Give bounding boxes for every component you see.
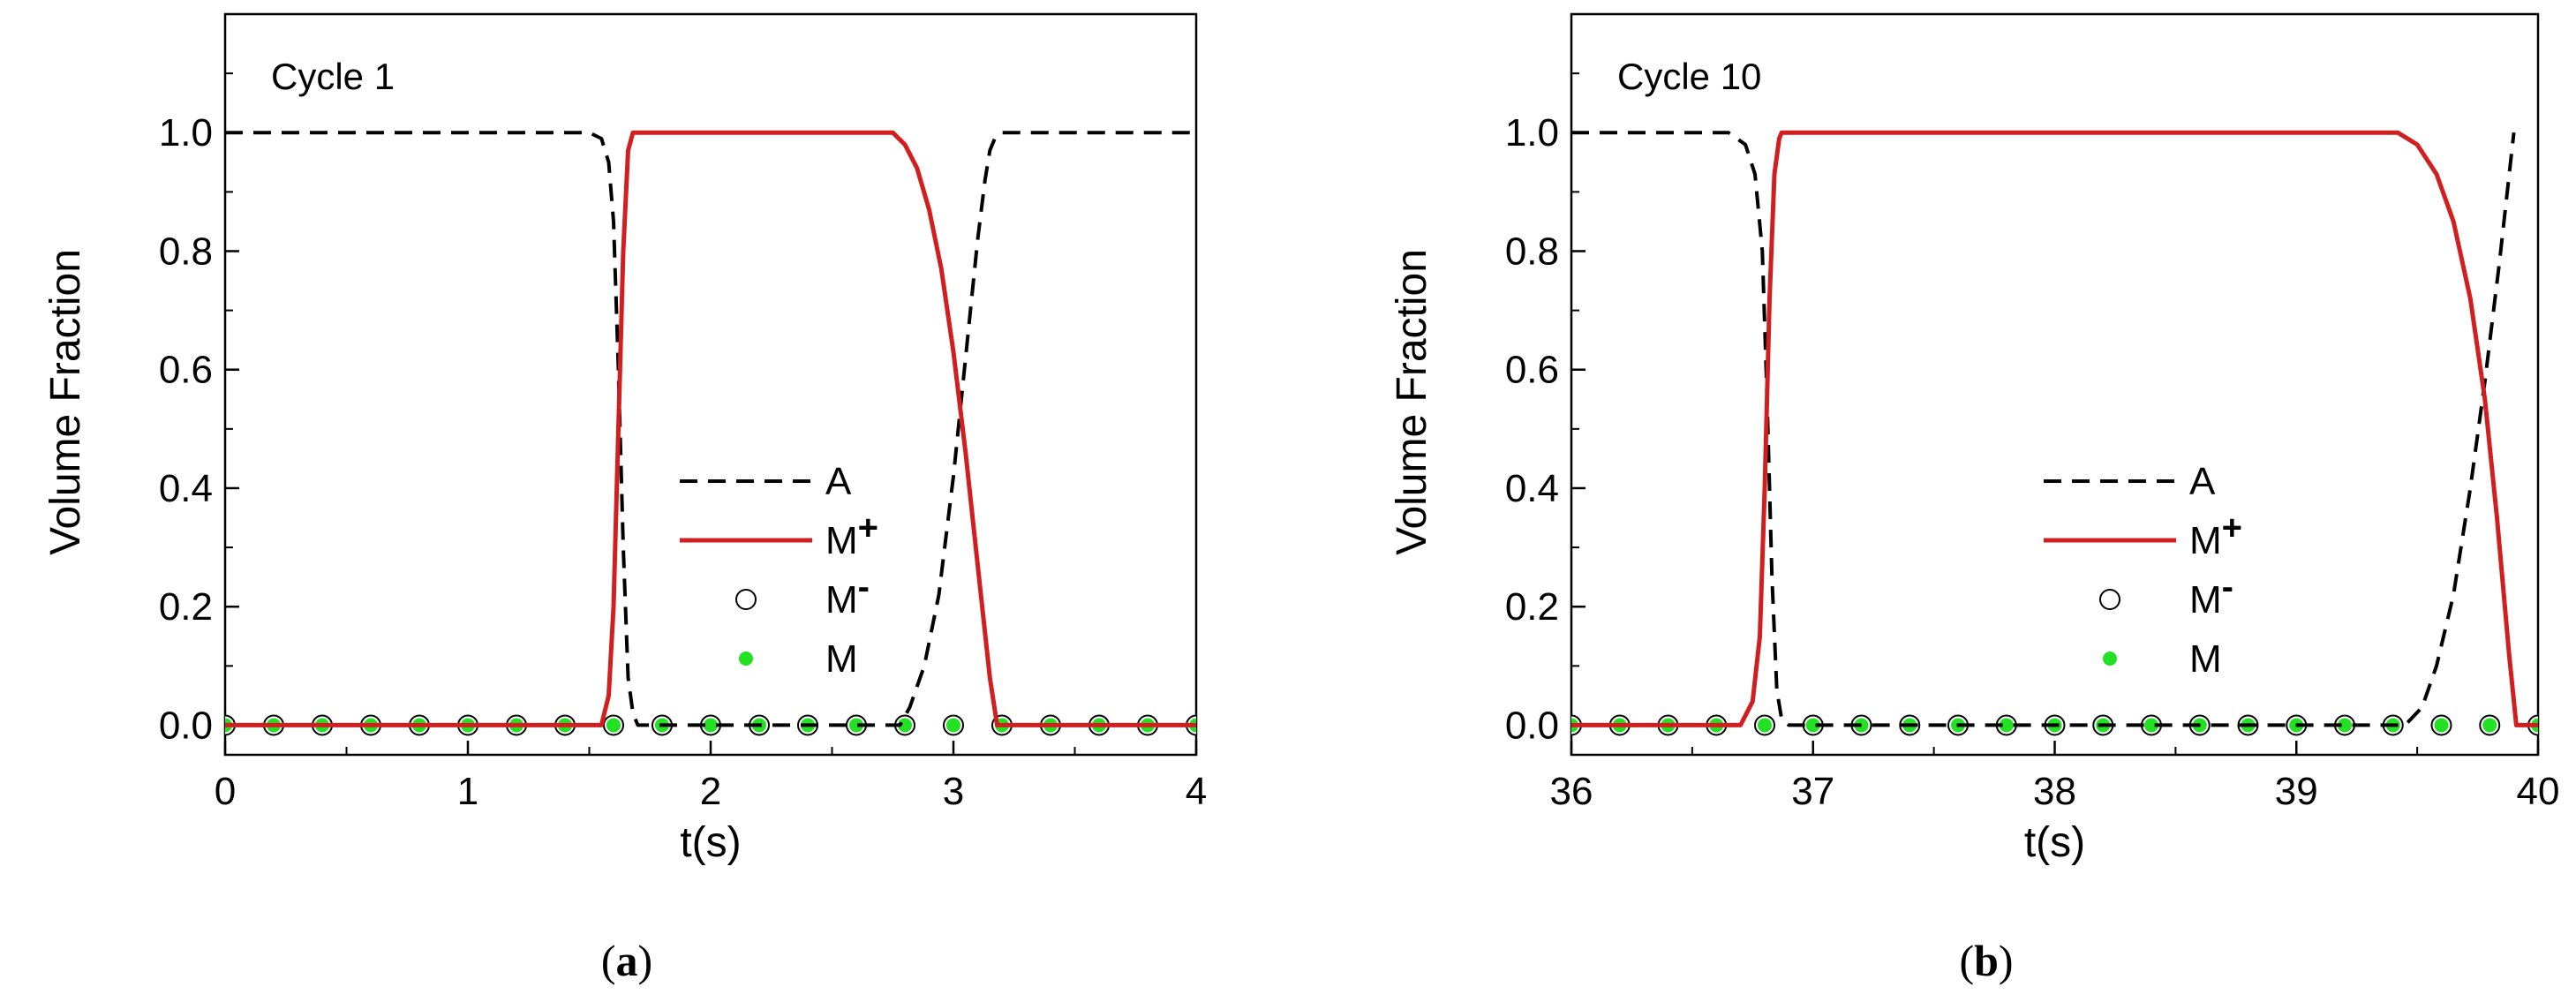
- legend-label: M-: [2189, 568, 2233, 622]
- data-point-m: [2144, 718, 2158, 733]
- x-tick-label: 36: [1550, 770, 1593, 813]
- data-point-m: [2434, 718, 2449, 733]
- x-axis-label: t(s): [2024, 819, 2085, 866]
- legend: A M+ M- M: [2044, 460, 2242, 681]
- plot-frame: [1570, 12, 2540, 757]
- data-point-m: [606, 718, 621, 733]
- x-tick-label: 37: [1791, 770, 1834, 813]
- legend-label: M: [825, 637, 858, 681]
- y-tick-label: 0.6: [159, 349, 213, 392]
- y-tick-label: 0.8: [159, 230, 213, 273]
- y-axis-label: Volume Fraction: [1389, 249, 1435, 555]
- legend-label: M+: [2189, 509, 2242, 562]
- y-tick-label: 0.8: [1505, 230, 1559, 273]
- y-tick-label: 1.0: [159, 111, 213, 154]
- x-tick-label: 38: [2033, 770, 2076, 813]
- series-line-m-plus: [1571, 130, 2538, 727]
- y-tick-label: 0.6: [1505, 349, 1559, 392]
- legend-label: A: [2189, 460, 2216, 503]
- data-point-m: [898, 718, 912, 733]
- y-tick-label: 0.2: [159, 585, 213, 629]
- legend-swatch-filled-circle: [739, 652, 753, 666]
- panel-label: (b): [1959, 936, 2013, 985]
- y-tick-label: 0.0: [159, 704, 213, 747]
- x-tick-label: 3: [943, 770, 964, 813]
- series-group: [1571, 130, 2538, 736]
- data-point-m: [849, 718, 863, 733]
- legend-label: M: [2189, 637, 2222, 681]
- data-point-m: [704, 718, 718, 733]
- legend-swatch-filled-circle: [2103, 652, 2117, 666]
- legend-label: M+: [825, 509, 878, 562]
- panel-label: (a): [601, 936, 652, 985]
- data-point-m: [1805, 718, 1820, 733]
- legend-label: A: [825, 460, 852, 503]
- x-tick-label: 2: [700, 770, 721, 813]
- legend-swatch-open-circle: [735, 589, 757, 610]
- y-tick-label: 0.0: [1505, 704, 1559, 747]
- data-point-m: [2482, 718, 2497, 733]
- data-point-m: [946, 718, 960, 733]
- chart-panel-b: 0.0 0.2 0.4 0.6 0.8 1.0 36 37 38 39 40 t(s) Volume F…: [1389, 12, 2560, 985]
- legend: A M+ M- M: [680, 460, 878, 681]
- data-point-m: [1758, 718, 1772, 733]
- y-tick-label: 1.0: [1505, 111, 1559, 154]
- x-tick-label: 0: [215, 770, 236, 813]
- y-axis-label: Volume Fraction: [42, 249, 89, 555]
- x-tick-label: 4: [1186, 770, 1207, 813]
- plot-frame: [223, 12, 1198, 757]
- legend-swatch-open-circle: [2099, 589, 2120, 610]
- data-point-m: [2338, 718, 2352, 733]
- cycle-annotation: Cycle 1: [271, 56, 395, 97]
- x-tick-label: 1: [457, 770, 478, 813]
- series-line-a: [225, 131, 1196, 727]
- x-axis-label: t(s): [680, 819, 741, 866]
- y-tick-label: 0.4: [1505, 467, 1559, 510]
- x-tick-label: 40: [2517, 770, 2560, 813]
- legend-label: M-: [825, 568, 870, 622]
- y-tick-label: 0.2: [1505, 585, 1559, 629]
- cycle-annotation: Cycle 10: [1617, 56, 1761, 97]
- series-group: [225, 130, 1196, 736]
- series-line-m-plus: [225, 130, 1196, 727]
- x-tick-label: 39: [2275, 770, 2318, 813]
- series-line-a: [1571, 131, 2516, 727]
- y-tick-label: 0.4: [159, 467, 213, 510]
- data-point-m: [1999, 718, 2014, 733]
- chart-panel-a: 0.0 0.2 0.4 0.6 0.8 1.0 0 1 2 3 4 t(s) Volume Fracti…: [42, 12, 1207, 985]
